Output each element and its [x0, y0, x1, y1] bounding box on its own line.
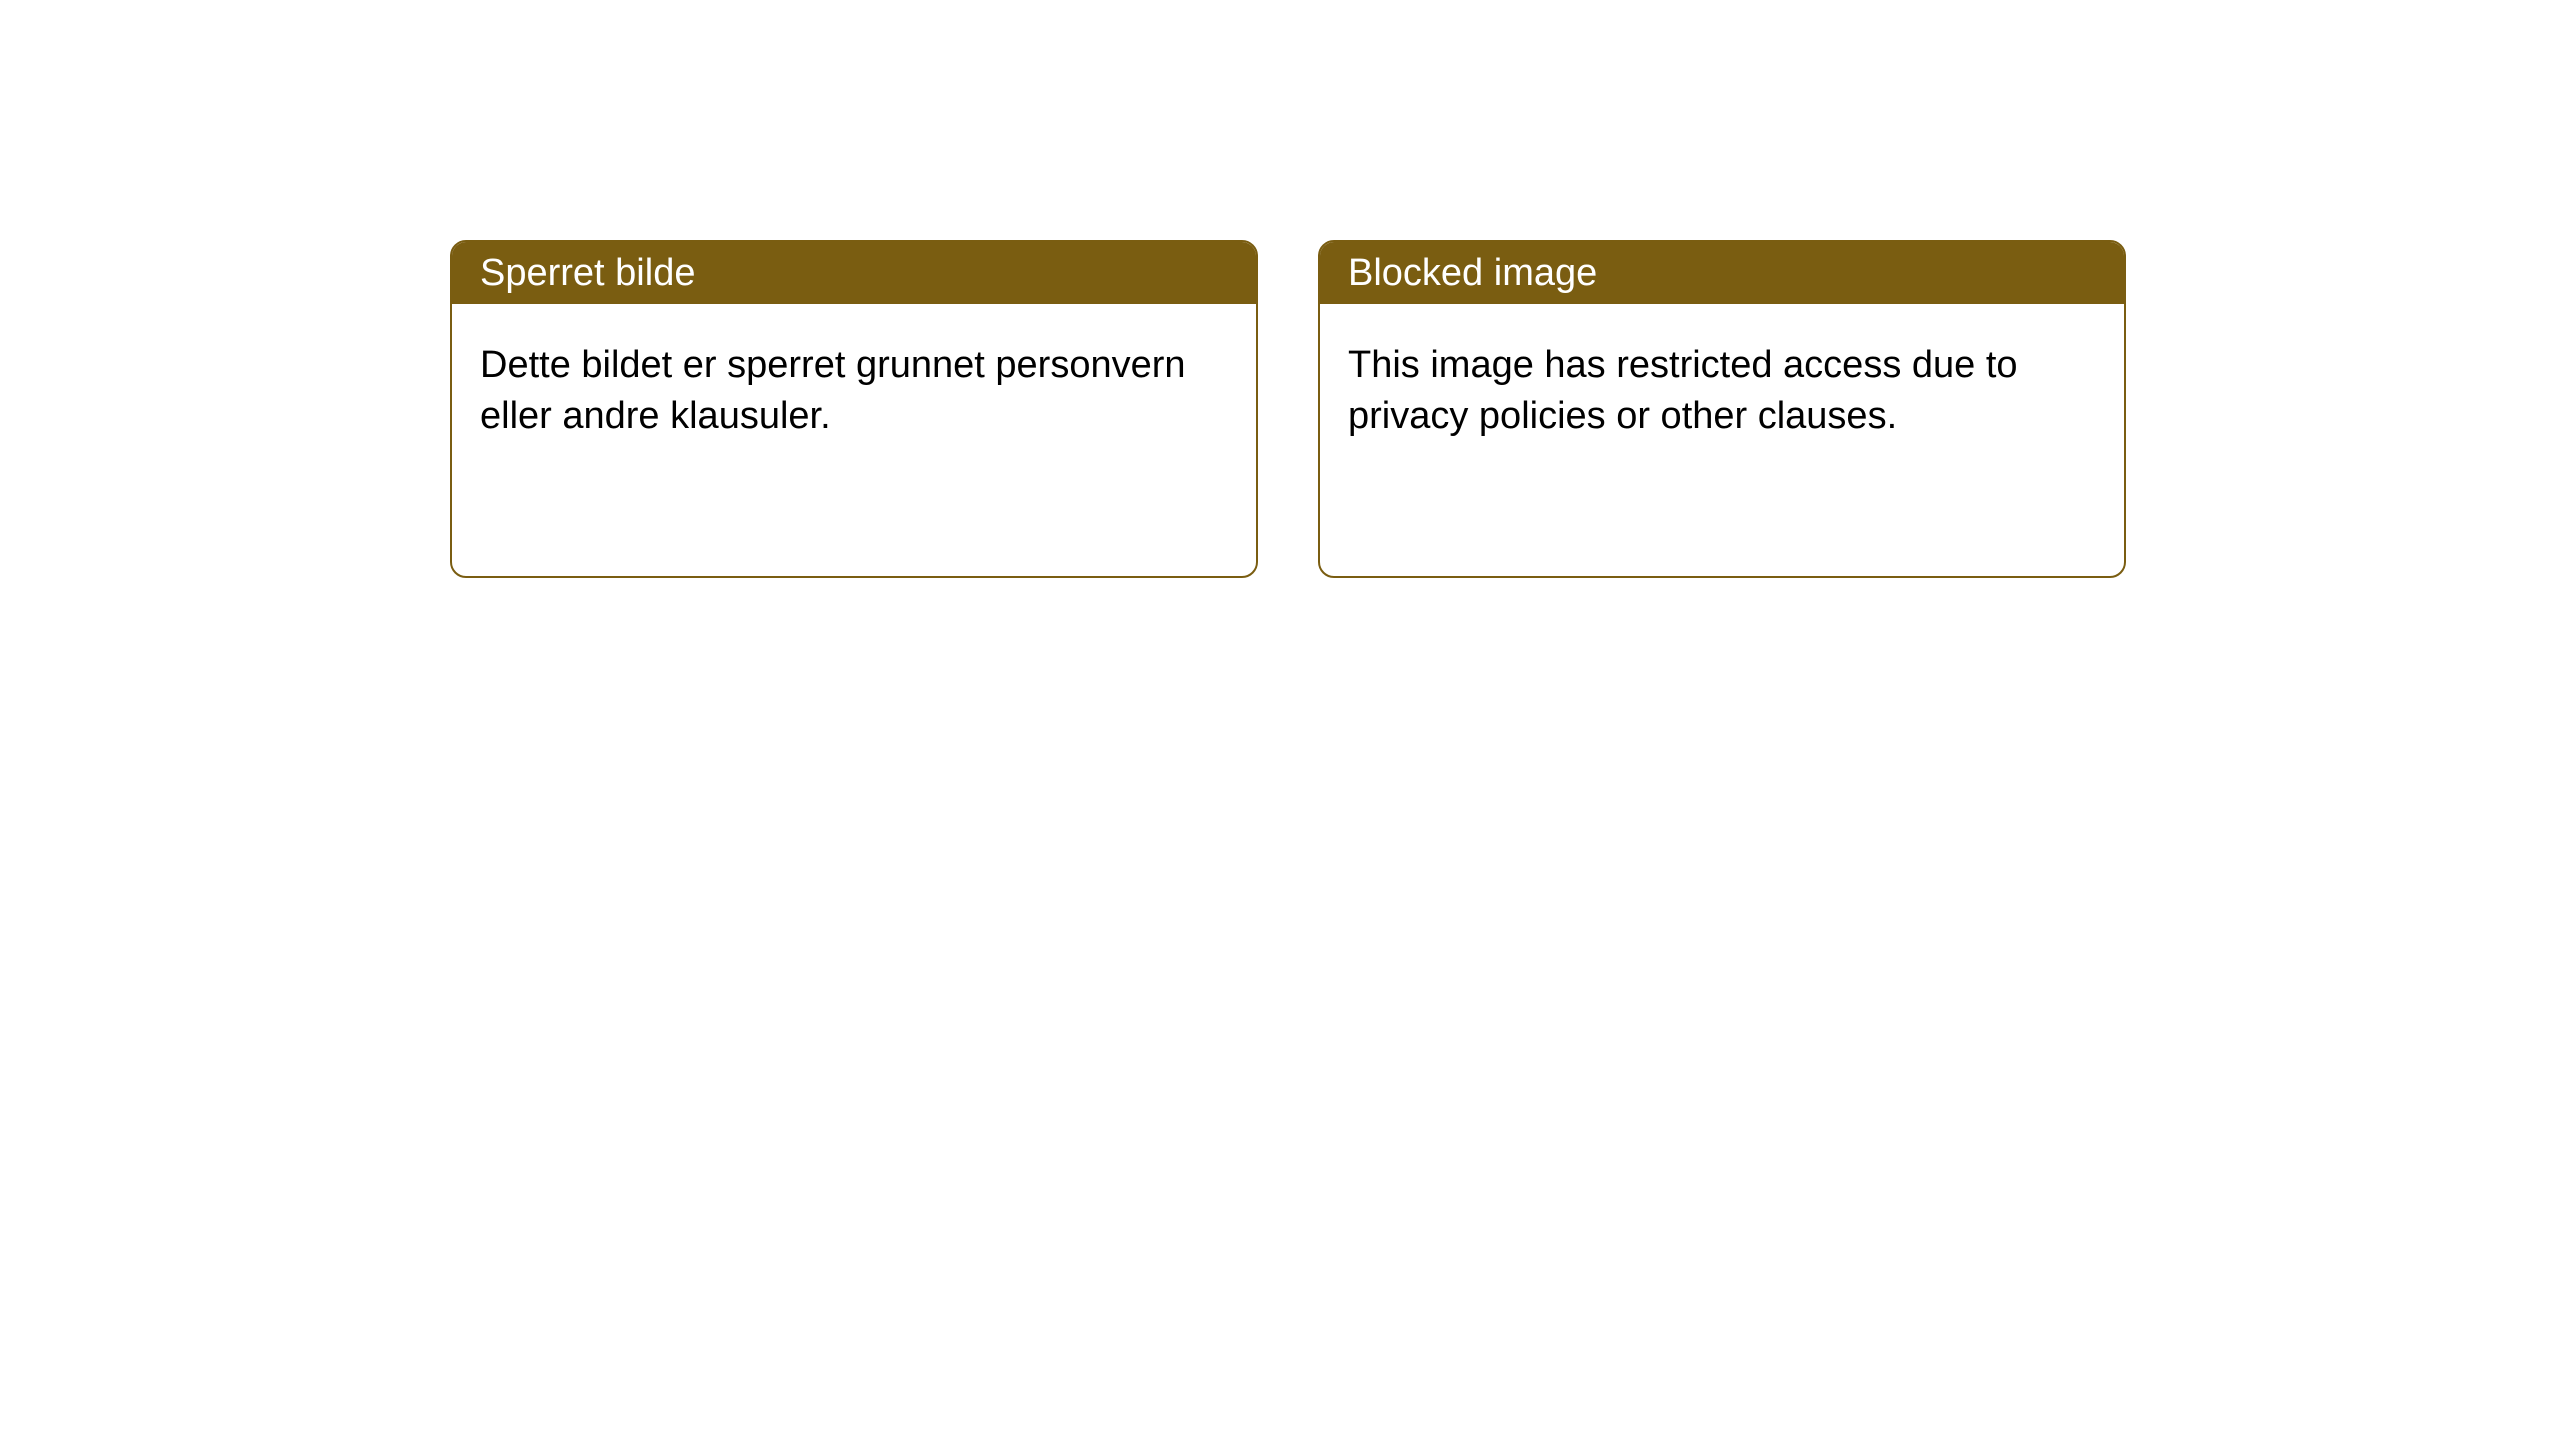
notice-card-norwegian: Sperret bilde Dette bildet er sperret gr… [450, 240, 1258, 578]
card-message: This image has restricted access due to … [1348, 344, 2018, 437]
card-header: Blocked image [1320, 242, 2124, 304]
card-body: This image has restricted access due to … [1320, 304, 2124, 479]
card-header: Sperret bilde [452, 242, 1256, 304]
card-title: Blocked image [1348, 252, 1597, 295]
notice-card-english: Blocked image This image has restricted … [1318, 240, 2126, 578]
card-message: Dette bildet er sperret grunnet personve… [480, 344, 1186, 437]
card-body: Dette bildet er sperret grunnet personve… [452, 304, 1256, 479]
card-title: Sperret bilde [480, 252, 695, 295]
notice-container: Sperret bilde Dette bildet er sperret gr… [0, 0, 2560, 578]
